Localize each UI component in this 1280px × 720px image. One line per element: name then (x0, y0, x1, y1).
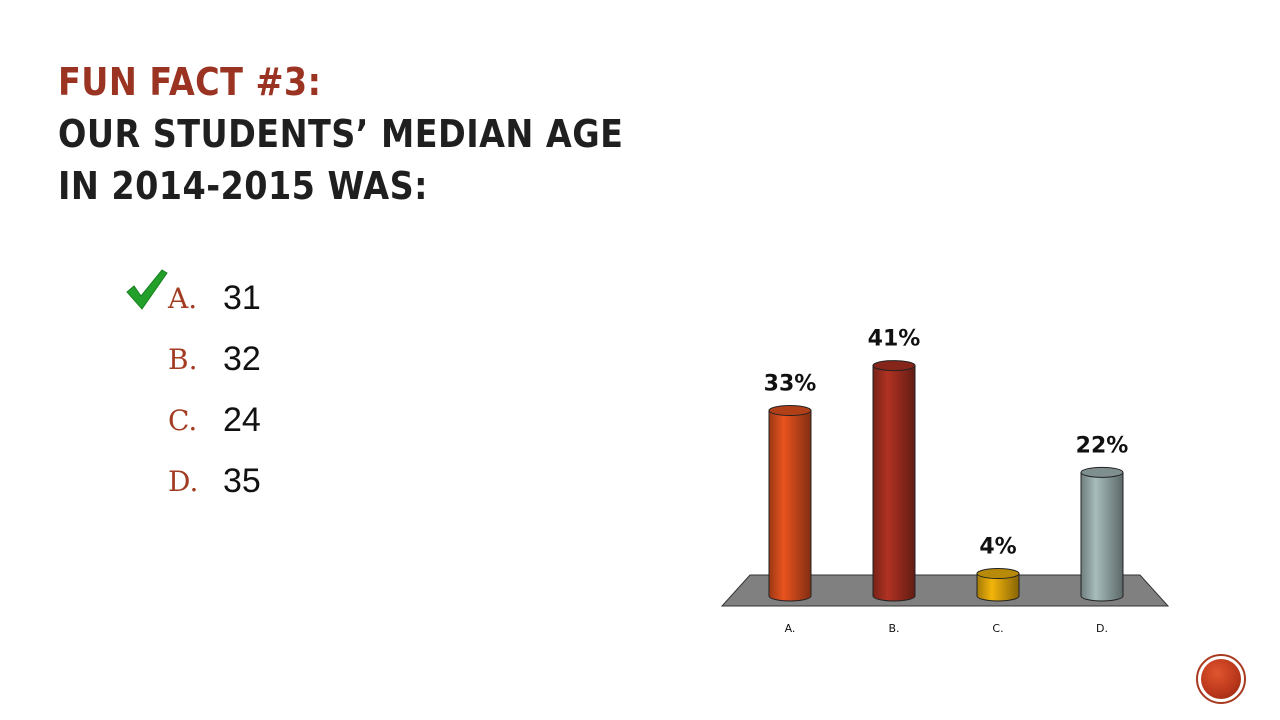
nav-button[interactable] (1196, 654, 1246, 704)
data-label-2: 41% (868, 327, 921, 352)
bar-1 (768, 405, 812, 602)
slide-title: Fun Fact #3: Our Students’ Median Age in… (58, 56, 623, 212)
title-line-3: in 2014-2015 was: (58, 164, 428, 208)
answer-value: 31 (223, 279, 261, 317)
category-label-1: A. (785, 622, 796, 635)
answer-item-a: A. 31 (126, 268, 261, 329)
answer-item-d: D. 35 (168, 451, 261, 512)
answer-letter: B. (168, 343, 198, 376)
answer-item-c: C. 24 (168, 390, 261, 451)
category-label-2: B. (888, 622, 899, 635)
answer-list: A. 31 B. 32 C. 24 D. 35 (126, 268, 261, 512)
answer-letter: D. (168, 465, 199, 498)
data-label-4: 22% (1076, 433, 1129, 458)
bar-4 (1080, 466, 1124, 602)
title-line-2: Our Students’ Median Age (58, 112, 624, 156)
data-label-3: 4% (979, 535, 1016, 560)
bar-3 (976, 568, 1020, 602)
bar-chart: 33% A. 41% B. 4% C. 22% D. (720, 327, 1170, 635)
checkmark-icon (126, 269, 168, 310)
answer-letter: A. (168, 282, 198, 315)
answer-value: 35 (223, 462, 261, 500)
category-label-3: C. (992, 622, 1003, 635)
nav-circle-icon (1201, 659, 1241, 699)
category-label-4: D. (1096, 622, 1108, 635)
answer-value: 32 (223, 340, 261, 378)
answer-item-b: B. 32 (168, 329, 261, 390)
bar-2 (872, 360, 916, 602)
data-label-1: 33% (764, 372, 817, 397)
title-line-1: Fun Fact #3: (58, 60, 322, 104)
answer-letter: C. (168, 404, 198, 437)
answer-value: 24 (223, 401, 261, 439)
